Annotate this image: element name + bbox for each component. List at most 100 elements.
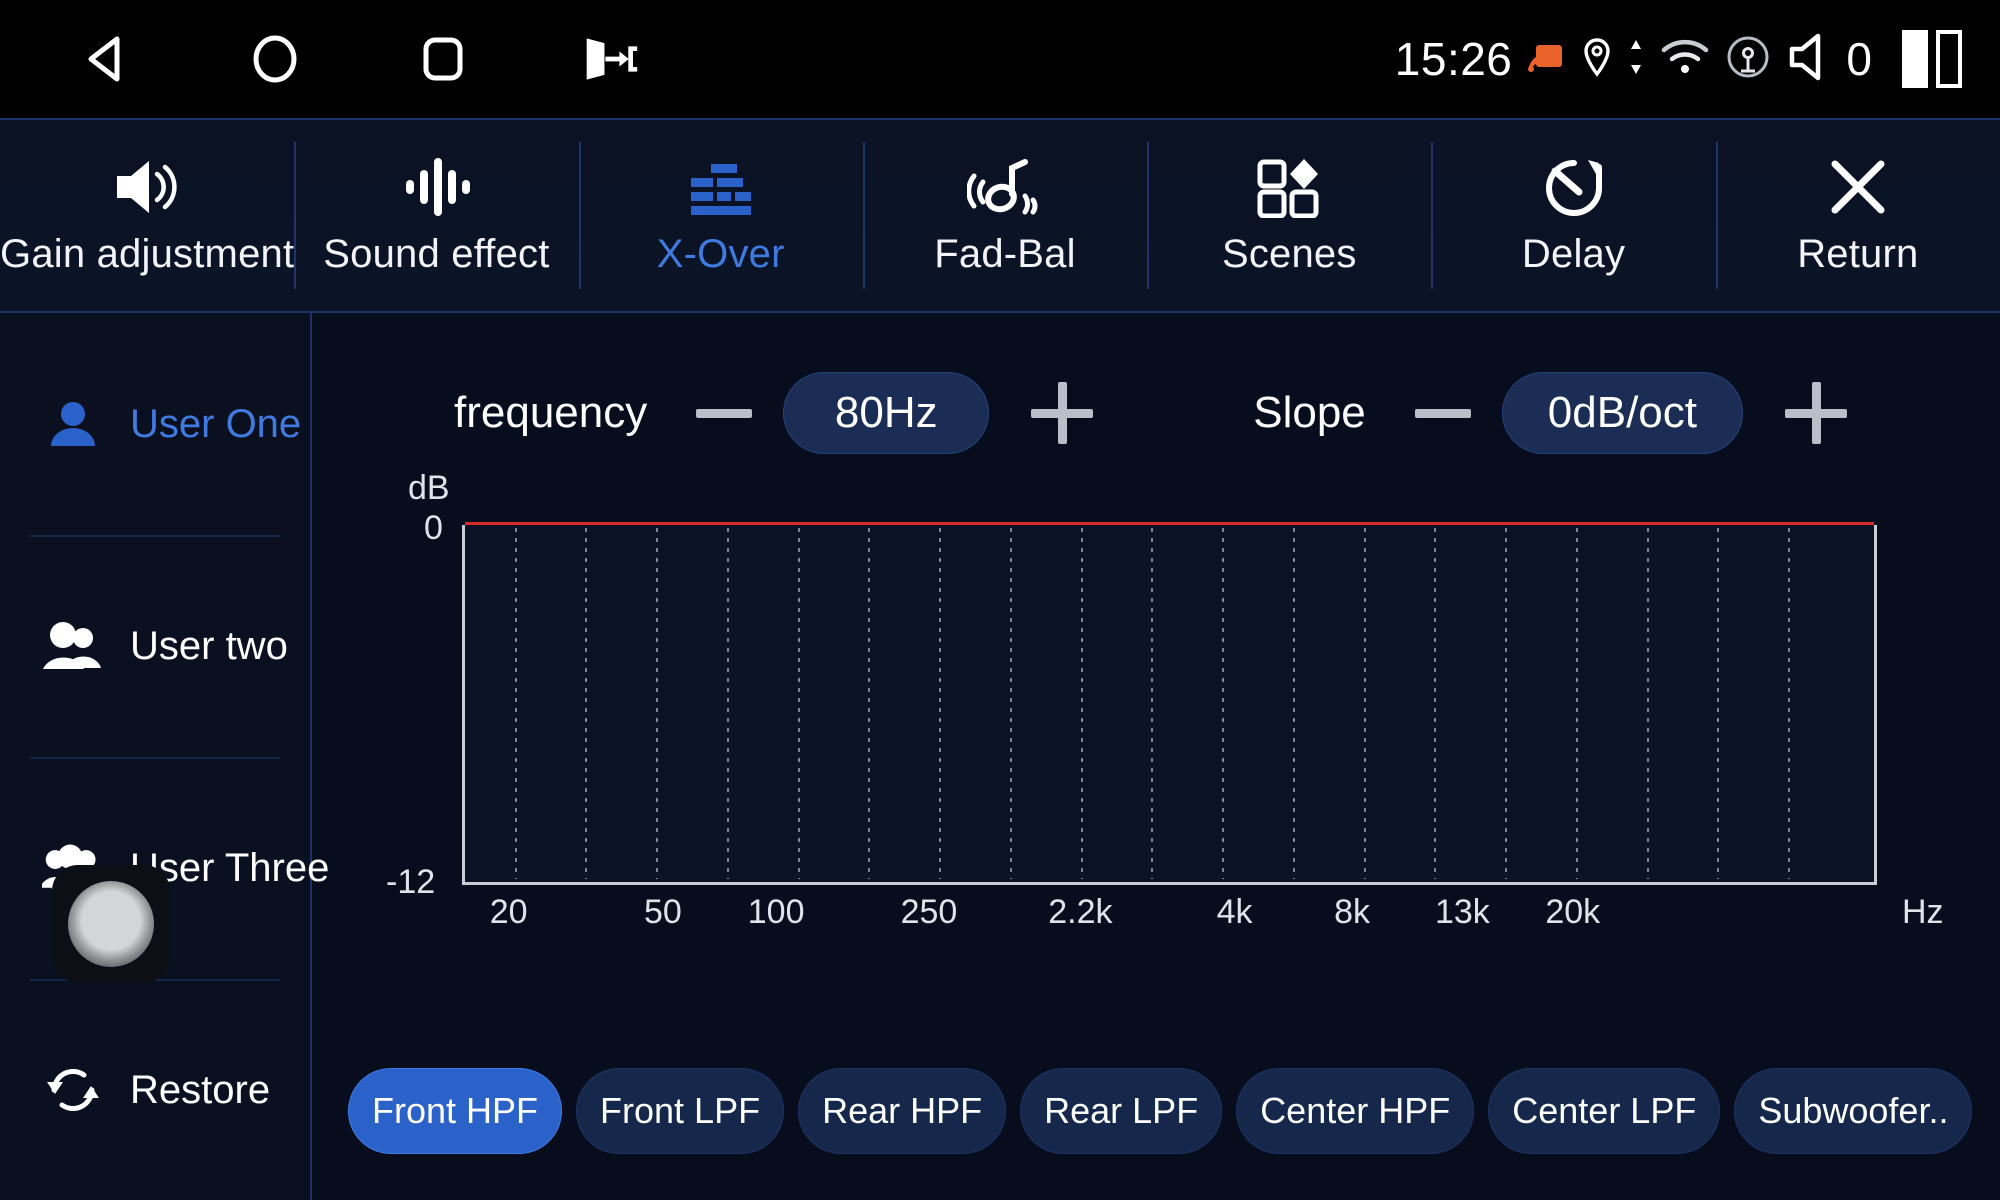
frequency-decrement-button[interactable] <box>687 376 761 450</box>
tab-label: Delay <box>1521 232 1626 276</box>
grid-line <box>1505 528 1508 879</box>
volume-icon <box>1786 31 1834 88</box>
location-pin-icon <box>1582 37 1612 82</box>
sidebar-item-label: Restore <box>130 1067 271 1112</box>
x-axis-tick-label: 2.2k <box>1048 893 1113 931</box>
frequency-response-graph: dB 0 -12 20 50 100 250 2.2k 4k 8k 13k 20k Hz <box>312 463 2000 933</box>
status-clock: 15:26 <box>1394 33 1513 85</box>
tab-gain-adjustment[interactable]: Gain adjustment <box>0 120 294 311</box>
grid-line <box>1646 528 1649 879</box>
frequency-value[interactable]: 80Hz <box>783 372 990 454</box>
x-axis-unit-label: Hz <box>1902 893 1944 931</box>
grid-line <box>1717 528 1720 879</box>
speaker-waves-icon <box>111 154 183 220</box>
tab-sound-effect[interactable]: Sound effect <box>294 120 578 311</box>
filter-tab-list: Front HPF Front LPF Rear HPF Rear LPF Center… <box>312 1068 2000 1154</box>
user-preset-sidebar: User One User two User Three <box>0 313 329 1200</box>
frequency-label: frequency <box>454 388 648 437</box>
tab-label: Gain adjustment <box>0 232 295 276</box>
squares-diamond-icon <box>1254 154 1324 220</box>
slope-increment-button[interactable] <box>1779 376 1853 450</box>
plot-area[interactable] <box>462 522 1877 885</box>
sidebar-item-label: User One <box>130 401 302 446</box>
tab-scenes[interactable]: Scenes <box>1147 120 1431 311</box>
sidebar-item-restore[interactable]: Restore <box>0 979 310 1200</box>
grid-line <box>1575 528 1578 879</box>
close-x-icon <box>1827 154 1889 220</box>
filter-tab-front-hpf[interactable]: Front HPF <box>348 1068 563 1154</box>
volume-level: 0 <box>1846 33 1872 85</box>
x-axis-tick-label: 20k <box>1545 893 1601 931</box>
grid-line <box>1009 528 1012 879</box>
recents-icon[interactable] <box>414 30 472 88</box>
waveform-icon <box>400 154 472 220</box>
grid-line <box>868 528 871 879</box>
tab-label: Sound effect <box>323 232 550 276</box>
two-users-icon <box>42 620 104 672</box>
slope-label: Slope <box>1253 388 1366 437</box>
grid-line <box>1434 528 1437 879</box>
filter-tab-rear-lpf[interactable]: Rear LPF <box>1020 1068 1223 1154</box>
status-indicators: 15:26 0 <box>1395 0 1962 118</box>
wifi-icon <box>1660 38 1710 81</box>
single-user-icon <box>42 398 104 450</box>
frequency-increment-button[interactable] <box>1025 376 1099 450</box>
tab-label: Fad-Bal <box>934 232 1076 276</box>
sidebar-item-user-two[interactable]: User two <box>0 535 310 757</box>
grid-line <box>1292 528 1295 879</box>
filter-tab-center-hpf[interactable]: Center HPF <box>1236 1068 1475 1154</box>
grid-line <box>585 528 588 879</box>
filter-tab-front-lpf[interactable]: Front LPF <box>576 1068 785 1154</box>
x-axis-tick-label: 13k <box>1434 893 1490 931</box>
tab-label: X-Over <box>656 232 785 276</box>
stopwatch-icon <box>1541 154 1607 220</box>
x-axis-tick-label: 20 <box>489 893 528 931</box>
frequency-control: frequency 80Hz <box>454 372 1099 454</box>
grid-line <box>939 528 942 879</box>
tab-return[interactable]: Return <box>1715 120 2000 311</box>
home-icon[interactable] <box>246 30 304 88</box>
y-axis-tick-bottom: -12 <box>386 863 436 901</box>
slope-value[interactable]: 0dB/oct <box>1501 372 1743 454</box>
tab-x-over[interactable]: X-Over <box>578 120 863 311</box>
tab-delay[interactable]: Delay <box>1431 120 1715 311</box>
grid-line <box>1788 528 1791 879</box>
x-axis-tick-label: 100 <box>747 893 805 931</box>
equalizer-bars-icon <box>681 154 761 220</box>
grid-line <box>1151 528 1154 879</box>
filter-tab-subwoofer[interactable]: Subwoofer.. <box>1734 1068 1973 1154</box>
tab-label: Scenes <box>1221 232 1357 276</box>
assistive-touch-knob <box>68 881 154 967</box>
filter-tab-center-lpf[interactable]: Center LPF <box>1488 1068 1721 1154</box>
tab-label: Return <box>1797 232 1919 276</box>
response-curve-front-hpf <box>465 522 1874 525</box>
android-status-bar: 15:26 0 <box>0 0 2000 118</box>
slope-control: Slope 0dB/oct <box>1253 372 1853 454</box>
exit-icon[interactable] <box>582 30 640 88</box>
grid-line <box>1363 528 1366 879</box>
cast-icon <box>1528 40 1566 79</box>
y-axis-unit-label: dB <box>408 469 450 507</box>
sidebar-item-user-one[interactable]: User One <box>0 313 310 535</box>
filter-tab-rear-hpf[interactable]: Rear HPF <box>798 1068 1007 1154</box>
x-axis-tick-label: 8k <box>1334 893 1370 931</box>
assistive-touch-button[interactable] <box>52 865 170 983</box>
tab-fad-bal[interactable]: Fad-Bal <box>862 120 1147 311</box>
grid-line <box>656 528 659 879</box>
x-axis-tick-label: 250 <box>900 893 958 931</box>
broadcast-icon <box>1726 35 1770 84</box>
battery-indicator <box>1902 30 1962 88</box>
audio-mode-toolbar: Gain adjustment Sound effect <box>0 118 2000 313</box>
grid-line <box>1080 528 1083 879</box>
grid-line <box>797 528 800 879</box>
back-icon[interactable] <box>78 30 136 88</box>
x-axis-tick-label: 50 <box>644 893 682 931</box>
refresh-icon <box>42 1062 104 1118</box>
data-transfer-icon <box>1628 38 1644 81</box>
crossover-controls: frequency 80Hz Slope 0dB/oct <box>312 358 2000 468</box>
y-axis-tick-top: 0 <box>424 509 443 547</box>
slope-decrement-button[interactable] <box>1406 376 1480 450</box>
sidebar-item-label: User two <box>130 623 288 668</box>
x-axis-tick-label: 4k <box>1216 893 1253 931</box>
